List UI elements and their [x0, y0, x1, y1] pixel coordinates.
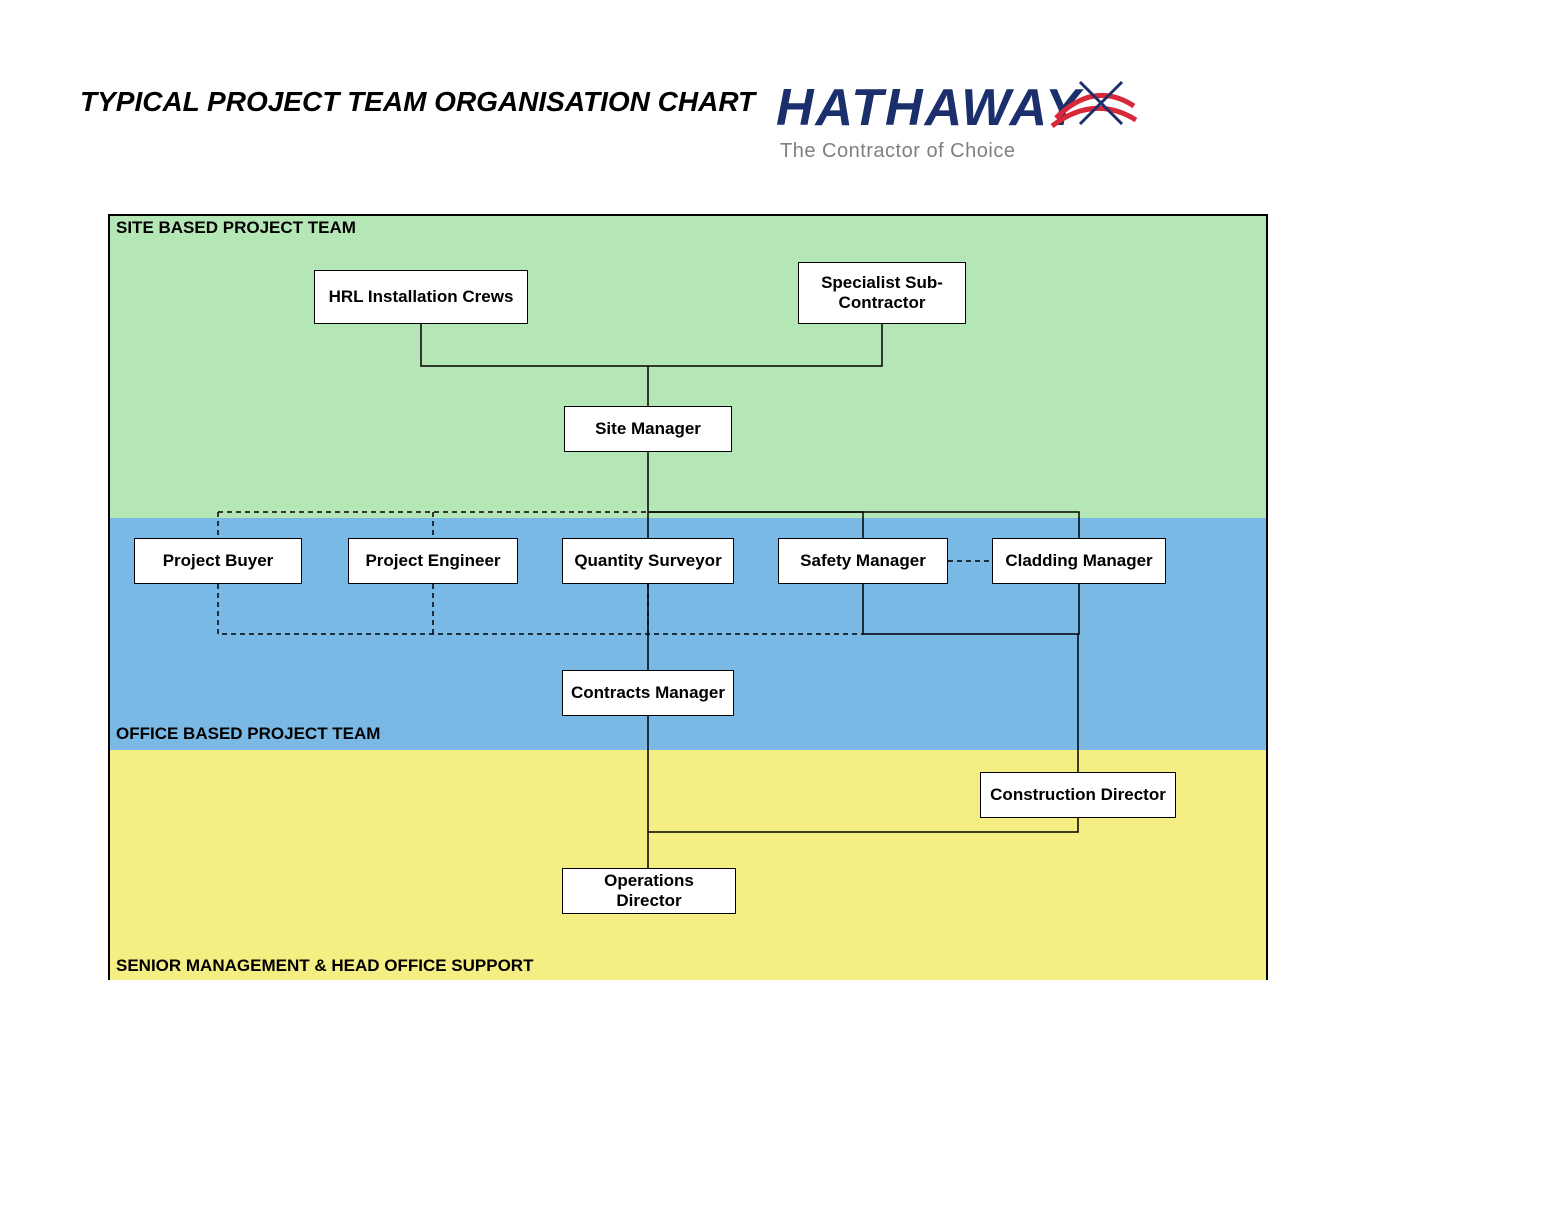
node-qs: Quantity Surveyor [562, 538, 734, 584]
node-hrl: HRL Installation Crews [314, 270, 528, 324]
node-contractsMgr: Contracts Manager [562, 670, 734, 716]
page-title: TYPICAL PROJECT TEAM ORGANISATION CHART [80, 86, 755, 118]
node-safetyMgr: Safety Manager [778, 538, 948, 584]
logo-swoosh-icon [1050, 72, 1140, 142]
node-projEng: Project Engineer [348, 538, 518, 584]
zone-label-office: OFFICE BASED PROJECT TEAM [116, 724, 380, 744]
org-chart: SITE BASED PROJECT TEAM OFFICE BASED PROJ… [108, 214, 1268, 980]
node-opsDir: Operations Director [562, 868, 736, 914]
zone-site [110, 216, 1266, 518]
node-cladMgr: Cladding Manager [992, 538, 1166, 584]
zone-label-senior: SENIOR MANAGEMENT & HEAD OFFICE SUPPORT [116, 956, 533, 976]
page: TYPICAL PROJECT TEAM ORGANISATION CHART … [0, 0, 1568, 1212]
node-projBuyer: Project Buyer [134, 538, 302, 584]
logo-text: HATHAWAY [776, 79, 1082, 137]
node-constDir: Construction Director [980, 772, 1176, 818]
zone-label-site: SITE BASED PROJECT TEAM [116, 218, 356, 238]
node-spec: Specialist Sub-Contractor [798, 262, 966, 324]
logo: HATHAWAY The Contractor of Choice [776, 78, 1082, 163]
node-siteMgr: Site Manager [564, 406, 732, 452]
logo-tagline: The Contractor of Choice [780, 140, 1082, 163]
